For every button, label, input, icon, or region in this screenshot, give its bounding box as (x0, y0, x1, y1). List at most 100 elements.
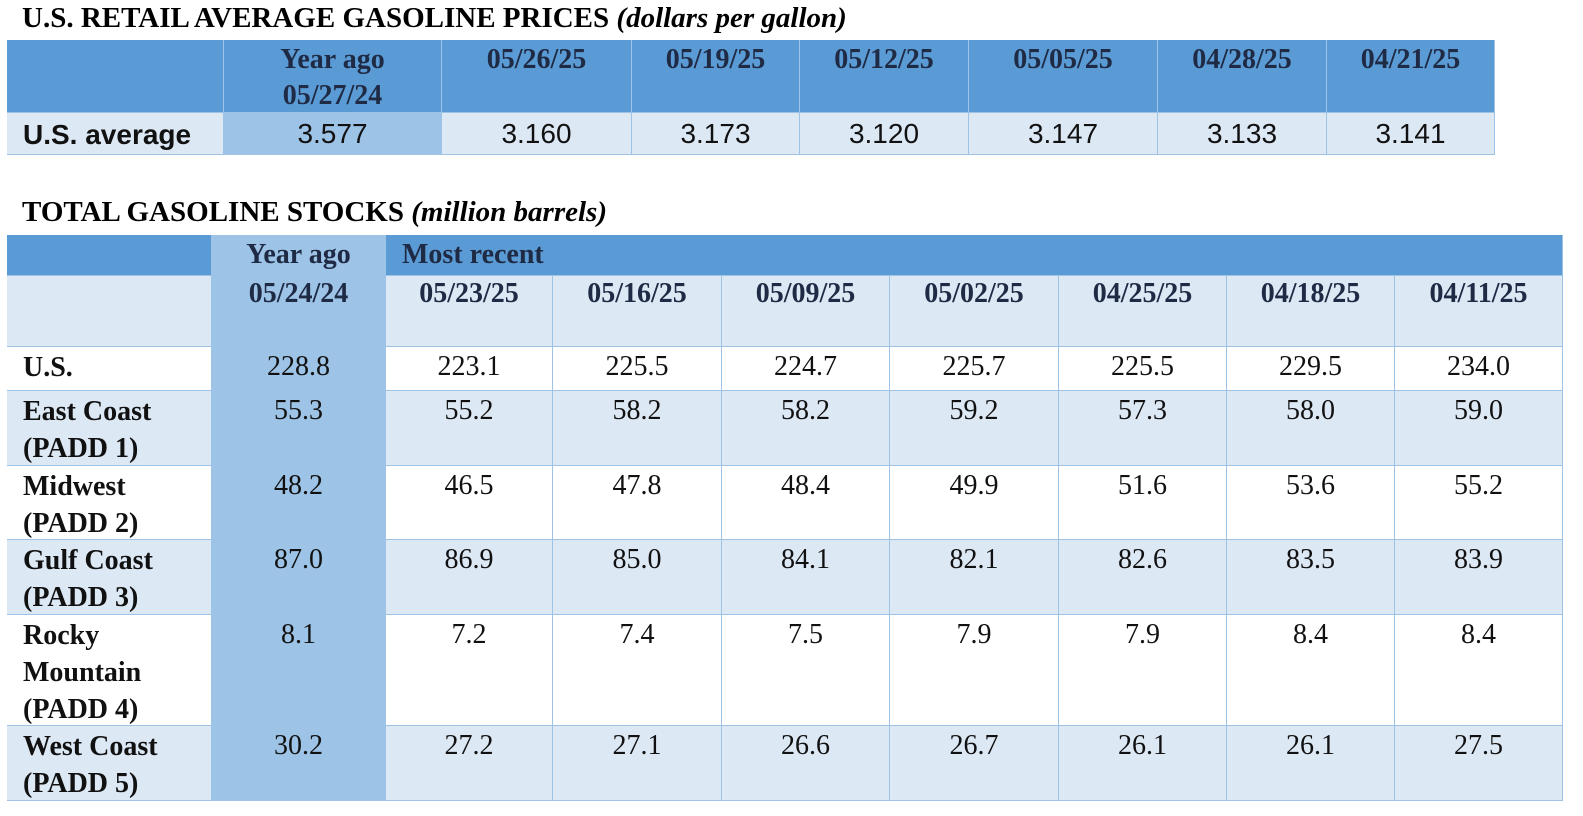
row-label: East Coast (PADD 1) (7, 391, 212, 466)
cell-text: Gulf Coast (PADD 3) (23, 545, 153, 613)
cell-text: 27.1 (612, 730, 662, 761)
value-cell: 3.577 (224, 113, 442, 155)
cell-text: Midwest (PADD 2) (23, 471, 139, 539)
cell-text: 59.0 (1454, 395, 1503, 426)
row-label: U.S. average (7, 113, 224, 155)
value-cell: 3.173 (632, 113, 800, 155)
cell-text: U.S. (23, 352, 73, 383)
cell-text: 26.1 (1118, 730, 1167, 761)
cell-text: 225.7 (942, 351, 1006, 382)
header-cell: 04/21/25 (1327, 40, 1495, 113)
cell-text: 26.7 (949, 730, 999, 761)
cell-text: 58.0 (1286, 395, 1335, 426)
cell-text: 04/28/25 (1192, 44, 1292, 75)
header-cell: Year ago 05/27/24 (224, 40, 442, 113)
cell-text: 47.8 (612, 470, 662, 501)
value-cell: 3.147 (969, 113, 1158, 155)
value-cell: 48.4 (722, 466, 890, 540)
cell-text: 7.9 (1125, 619, 1160, 650)
row-label: Rocky Mountain (PADD 4) (7, 615, 212, 726)
cell-text: 27.2 (444, 730, 494, 761)
value-cell: 82.1 (890, 540, 1059, 615)
value-cell: 229.5 (1227, 347, 1395, 391)
cell-text: 3.141 (1375, 118, 1446, 149)
cell-text: 85.0 (612, 544, 662, 575)
header-cell: 05/19/25 (632, 40, 800, 113)
value-cell: 8.4 (1395, 615, 1563, 726)
cell-text: 30.2 (274, 730, 323, 761)
cell-text: 05/26/25 (486, 44, 587, 75)
cell-text: Most recent (402, 239, 544, 270)
header-cell: 05/23/25 (386, 276, 553, 347)
value-cell: 59.2 (890, 391, 1059, 466)
cell-text: 58.2 (612, 395, 662, 426)
cell-text: 04/25/25 (1092, 278, 1193, 309)
header-cell (7, 40, 224, 113)
header-cell: 05/24/24 (212, 276, 386, 347)
value-cell: 83.9 (1395, 540, 1563, 615)
prices-subtitle: (dollars per gallon) (616, 2, 847, 34)
value-cell: 46.5 (386, 466, 553, 540)
value-cell: 225.5 (553, 347, 722, 391)
cell-text: 55.2 (1454, 470, 1503, 501)
value-cell: 3.120 (800, 113, 969, 155)
value-cell: 27.2 (386, 726, 553, 801)
value-cell: 48.2 (212, 466, 386, 540)
cell-text: 82.1 (949, 544, 999, 575)
value-cell: 7.4 (553, 615, 722, 726)
cell-text: 82.6 (1118, 544, 1167, 575)
cell-text: 05/24/24 (248, 278, 349, 309)
cell-text: Year ago (246, 239, 351, 270)
cell-text: 7.4 (619, 619, 655, 650)
cell-text: U.S. average (23, 119, 192, 150)
cell-text: 8.4 (1293, 619, 1328, 650)
cell-text: 3.147 (1027, 118, 1099, 149)
value-cell: 225.5 (1059, 347, 1227, 391)
value-cell: 7.9 (1059, 615, 1227, 726)
value-cell: 7.5 (722, 615, 890, 726)
cell-text: 05/16/25 (587, 278, 687, 309)
cell-text: 7.5 (788, 619, 823, 650)
value-cell: 59.0 (1395, 391, 1563, 466)
value-cell: 228.8 (212, 347, 386, 391)
cell-text: 84.1 (781, 544, 830, 575)
value-cell: 85.0 (553, 540, 722, 615)
value-cell: 3.141 (1327, 113, 1495, 155)
cell-text: 05/05/25 (1013, 44, 1113, 75)
value-cell: 225.7 (890, 347, 1059, 391)
cell-text: 224.7 (774, 351, 837, 382)
cell-text: 223.1 (437, 351, 501, 382)
cell-text: 83.9 (1454, 544, 1503, 575)
cell-text: 228.8 (267, 351, 330, 382)
row-label: Midwest (PADD 2) (7, 466, 212, 540)
row-label: Gulf Coast (PADD 3) (7, 540, 212, 615)
value-cell: 27.1 (553, 726, 722, 801)
cell-text: Year ago (280, 44, 385, 75)
value-cell: 26.7 (890, 726, 1059, 801)
value-cell: 7.9 (890, 615, 1059, 726)
value-cell: 3.133 (1158, 113, 1327, 155)
cell-text: 7.9 (956, 619, 992, 650)
cell-text: 05/19/25 (665, 44, 766, 75)
header-cell: 04/11/25 (1395, 276, 1563, 347)
cell-text: 83.5 (1286, 544, 1335, 575)
value-cell: 3.160 (442, 113, 632, 155)
cell-text: 55.3 (274, 395, 323, 426)
value-cell: 58.2 (553, 391, 722, 466)
value-cell: 84.1 (722, 540, 890, 615)
header-cell: 04/18/25 (1227, 276, 1395, 347)
cell-text: 04/11/25 (1429, 278, 1528, 309)
value-cell: 224.7 (722, 347, 890, 391)
stocks-heading: TOTAL GASOLINE STOCKS (million barrels) (22, 196, 607, 229)
cell-text: 48.4 (781, 470, 830, 501)
value-cell: 51.6 (1059, 466, 1227, 540)
value-cell: 55.3 (212, 391, 386, 466)
cell-text: East Coast (PADD 1) (23, 396, 152, 464)
cell-text: 49.9 (949, 470, 999, 501)
header-cell: 05/02/25 (890, 276, 1059, 347)
cell-text: 26.1 (1286, 730, 1335, 761)
header-cell: 04/28/25 (1158, 40, 1327, 113)
cell-text: 225.5 (605, 351, 669, 382)
cell-text: Rocky Mountain (PADD 4) (23, 620, 142, 725)
cell-text: 05/27/24 (282, 80, 383, 111)
